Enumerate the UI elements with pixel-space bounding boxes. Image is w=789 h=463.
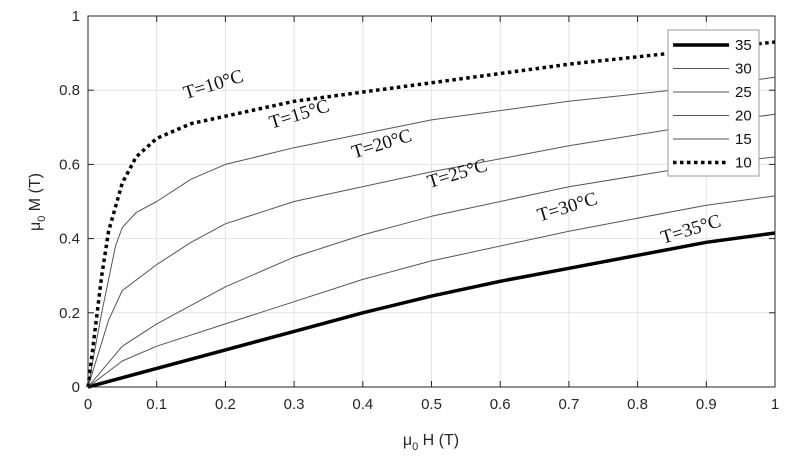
y-tick-label: 1 <box>72 8 80 25</box>
series-line-30 <box>87 195 776 388</box>
series-line-25 <box>87 156 776 388</box>
curve-annotation: T=15°C <box>267 96 332 134</box>
x-tick-label: 0.4 <box>352 396 373 413</box>
x-tick-label: 0.9 <box>696 396 717 413</box>
curve-annotation: T=10°C <box>181 66 246 104</box>
x-tick-label: 0.7 <box>558 396 579 413</box>
y-tick-label: 0.6 <box>59 156 80 173</box>
y-tick-label: 0 <box>72 379 80 396</box>
legend-label: 20 <box>735 108 752 125</box>
series-line-10 <box>86 40 776 388</box>
x-tick-label: 0.1 <box>146 396 167 413</box>
y-tick-label: 0.8 <box>59 82 80 99</box>
y-tick-label: 0.4 <box>59 231 80 248</box>
ticks: 0 0.1 0.2 0.3 0.4 0.5 0.6 0.7 0.8 0.9 100.20.40.60… <box>59 8 779 413</box>
curve-annotation: T=25°C <box>425 155 490 193</box>
x-tick-label: 0.6 <box>490 396 511 413</box>
x-tick-label: 0.2 <box>215 396 236 413</box>
x-tick-label: 0.5 <box>421 396 442 413</box>
x-tick-label: 0.3 <box>284 396 305 413</box>
legend-label: 10 <box>735 155 752 172</box>
curve-annotation: T=20°C <box>349 125 414 163</box>
series-line-35 <box>87 231 776 389</box>
series-line-15 <box>87 76 776 388</box>
y-tick-label: 0.2 <box>59 305 80 322</box>
y-axis-label: μ0 M (T) <box>27 173 48 231</box>
x-tick-label: 0.8 <box>627 396 648 413</box>
legend-label: 25 <box>735 84 752 101</box>
series-lines <box>86 40 776 389</box>
legend: 35 30 25 20 15 10 <box>667 29 760 177</box>
x-tick-label: 1 <box>771 396 779 413</box>
x-tick-label: 0 <box>84 396 92 413</box>
legend-label: 15 <box>735 131 752 148</box>
curve-annotation: T=30°C <box>535 188 600 226</box>
series-line-20 <box>87 113 776 388</box>
legend-label: 30 <box>735 61 752 78</box>
x-axis-label: μ0 H (T) <box>403 432 459 453</box>
legend-label: 35 <box>735 37 752 54</box>
